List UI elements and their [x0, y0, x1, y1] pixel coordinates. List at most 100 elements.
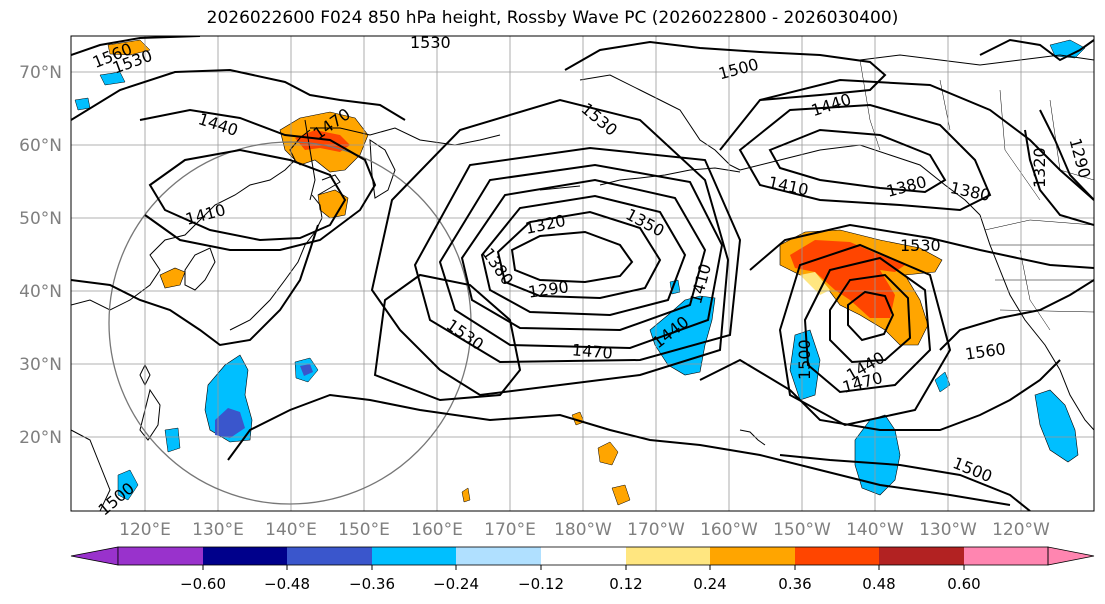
longitude-labels: 120°E 130°E 140°E 150°E 160°E 170°E 180°… — [119, 520, 1050, 540]
colorbar-segment — [372, 547, 456, 565]
lat-label: 20°N — [19, 428, 62, 448]
negative-anomaly-central — [789, 329, 821, 401]
colorbar-segment — [541, 547, 626, 565]
positive-anomaly-subtropics — [611, 484, 631, 506]
lon-label: 170°W — [627, 520, 685, 540]
colorbar-segment — [795, 547, 879, 565]
positive-anomaly-japan-sea — [317, 189, 349, 219]
lat-label: 60°N — [19, 136, 62, 156]
colorbar-segment — [118, 547, 203, 565]
colorbar-tick-label: −0.24 — [433, 575, 479, 593]
yellow-fringe-alaska — [800, 272, 830, 295]
lon-label: 140°W — [846, 520, 904, 540]
coast-siberia-north — [310, 127, 501, 146]
positive-anomaly-small — [461, 487, 471, 503]
contour-1500-se — [779, 454, 1031, 511]
coast-sakhalin — [304, 119, 316, 201]
strong-negative-philippine-sea — [215, 408, 245, 438]
coastlines — [71, 54, 1094, 511]
colorbar-segment — [287, 547, 372, 565]
colorbar-extend-high — [1047, 546, 1095, 566]
height-contours — [71, 36, 1094, 511]
colorbar-segment — [203, 547, 287, 565]
reference-circle — [108, 141, 472, 505]
strong-negative-small-west — [300, 364, 313, 376]
contour-label: 1530 — [410, 33, 451, 52]
contour-1560-ne — [939, 279, 1094, 351]
contour-1500-ne-top — [979, 38, 1094, 62]
colorbar-segment — [456, 547, 541, 565]
colorbar-segment — [879, 547, 964, 565]
contour-south-east — [699, 358, 1061, 431]
contour-low-east-1470 — [829, 273, 912, 364]
lon-label: 160°E — [411, 520, 463, 540]
contour-low-ring2 — [496, 210, 662, 300]
lat-label: 30°N — [19, 355, 62, 375]
coast-hawaii — [739, 429, 766, 446]
lat-label: 50°N — [19, 209, 62, 229]
contour-label: 1320 — [1030, 147, 1049, 188]
negative-anomaly-mexico — [1034, 389, 1079, 463]
contour-low-ring5 — [438, 163, 724, 350]
map-title: 2026022600 F024 850 hPa height, Rossby W… — [206, 8, 899, 28]
negative-anomaly-sea-small — [164, 427, 181, 453]
coast-gulf-alaska — [739, 144, 981, 216]
colorbar-tick-label: −0.60 — [180, 575, 226, 593]
contour-1500-north — [564, 40, 887, 101]
lon-label: 170°E — [484, 520, 536, 540]
lon-label: 140°E — [265, 520, 317, 540]
lon-label: 120°W — [992, 520, 1050, 540]
colorbar-tick-label: 0.12 — [609, 575, 642, 593]
positive-anomaly-northwest — [107, 39, 151, 56]
coast-arctic-canada — [859, 54, 1094, 66]
contour-1530-north — [71, 36, 201, 56]
contour-1530-ne — [749, 223, 1094, 271]
lon-label: 120°E — [119, 520, 171, 540]
contour-label: 1500 — [795, 339, 814, 380]
contour-1530 — [370, 98, 730, 397]
negative-anomaly-siberia — [99, 71, 126, 86]
contour-low-ring4 — [460, 178, 707, 332]
latitude-labels: 70°N 60°N 50°N 40°N 30°N 20°N — [19, 63, 62, 448]
positive-anomaly-hawaii — [597, 441, 619, 466]
lon-label: 180°W — [554, 520, 612, 540]
colorbar-tick-label: 0.36 — [778, 575, 811, 593]
colorbar-tick-label: 0.48 — [862, 575, 895, 593]
lon-label: 150°E — [338, 520, 390, 540]
negative-anomaly-california — [934, 371, 951, 393]
colorbar-tick-label: 0.24 — [693, 575, 726, 593]
colorbar-tick-label: −0.12 — [518, 575, 564, 593]
coast-north-america — [979, 214, 1094, 431]
contour-1290-ne — [1039, 109, 1094, 201]
lon-label: 130°W — [919, 520, 977, 540]
contour-low-ring3 — [480, 194, 687, 317]
lat-label: 70°N — [19, 63, 62, 83]
lon-label: 130°E — [192, 520, 244, 540]
colorbar-segment — [964, 547, 1048, 565]
contour-1470 — [413, 146, 742, 364]
lon-label: 150°W — [773, 520, 831, 540]
coast-korea — [184, 247, 216, 291]
contour-label: 1530 — [900, 236, 941, 255]
contour-low-east-1440 — [847, 290, 895, 342]
positive-anomaly-korea — [159, 267, 186, 289]
contour-low-east-1530 — [778, 243, 952, 427]
contour-low-east-1500 — [803, 256, 932, 394]
coast-japan — [229, 194, 323, 331]
map-frame — [70, 35, 1095, 512]
contour-alaska-low-1410 — [738, 103, 992, 212]
colorbar-segment — [710, 547, 795, 565]
colorbar: −0.60 −0.48 −0.36 −0.24 −0.12 0.12 0.24 … — [70, 546, 1095, 593]
coast-aleutians — [539, 167, 741, 191]
contour-1560-south — [227, 393, 1011, 506]
colorbar-segment — [626, 547, 710, 565]
colorbar-frame — [117, 546, 1049, 566]
negative-anomaly-nw-corner — [74, 97, 91, 111]
colorbar-tick-label: −0.36 — [349, 575, 395, 593]
negative-anomaly-south-china-sea — [117, 469, 139, 501]
contour-1470-west — [71, 68, 406, 121]
contour-1500-outer — [373, 273, 522, 402]
coast-east-asia — [71, 129, 311, 311]
contour-1410-west — [148, 148, 347, 242]
negative-anomaly-hawaii-north — [649, 295, 716, 376]
